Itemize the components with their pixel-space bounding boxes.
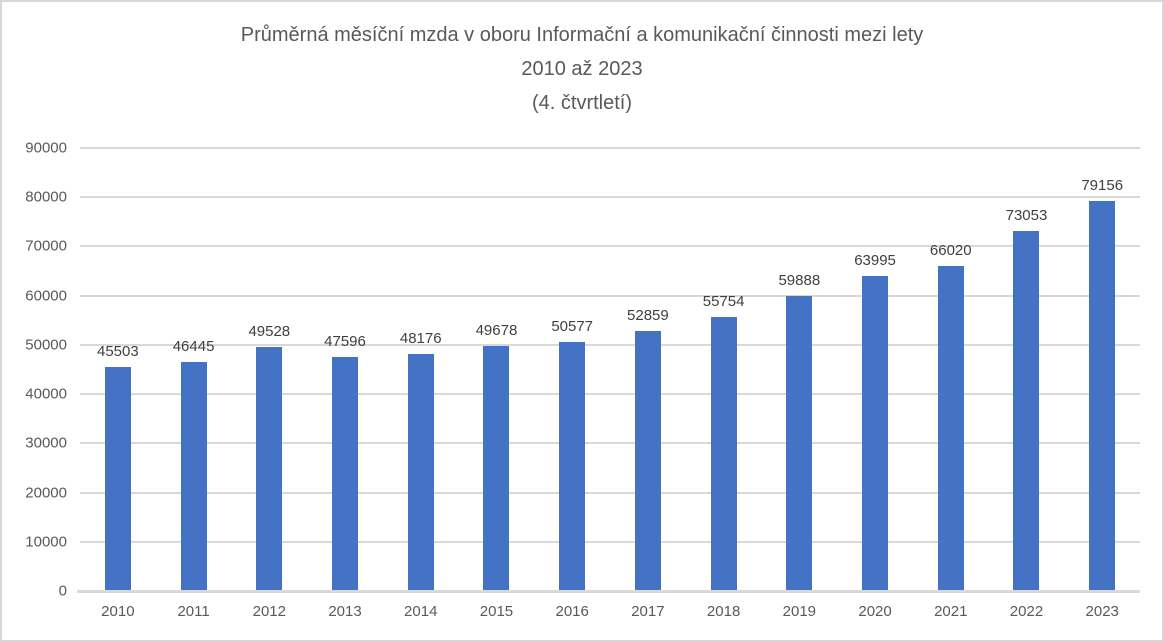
gridline xyxy=(80,147,1140,149)
bar-slot: 47596 xyxy=(307,148,383,591)
bar xyxy=(937,266,964,591)
bar-slot: 49528 xyxy=(231,148,307,591)
bar-slot: 55754 xyxy=(686,148,762,591)
plot-area: 0 10000 20000 30000 40000 50000 60000 70000 8000… xyxy=(25,141,1140,620)
bar-value-label: 46445 xyxy=(172,338,215,356)
y-tick-label: 60000 xyxy=(25,287,67,305)
bar-slot: 79156 xyxy=(1064,148,1140,591)
x-tick-label: 2018 xyxy=(706,603,741,620)
x-tick-label: 2010 xyxy=(101,603,135,620)
x-tick-label: 2021 xyxy=(934,603,968,620)
y-tick-label: 80000 xyxy=(25,188,67,206)
bar xyxy=(1013,231,1040,591)
bar-value-label: 48176 xyxy=(399,329,442,347)
bar-value-label: 59888 xyxy=(778,272,821,290)
gridline xyxy=(80,343,1140,346)
bar-value-label: 79156 xyxy=(1081,177,1124,195)
bar xyxy=(180,362,207,591)
bar-slot: 66020 xyxy=(913,148,989,591)
y-tick-label: 40000 xyxy=(25,385,67,403)
x-tick-label: 2017 xyxy=(631,603,665,620)
x-axis-labels: 2010 2011 2012 2013 2014 2015 2016 2017 2018 2019… xyxy=(80,603,1140,620)
bar-value-label: 47596 xyxy=(324,332,366,350)
bar-slot: 63995 xyxy=(837,148,913,591)
x-tick-label: 2011 xyxy=(177,603,210,620)
bar-slot: 73053 xyxy=(989,148,1065,591)
bar-slot: 50577 xyxy=(534,148,610,591)
bar xyxy=(256,347,283,591)
gridline xyxy=(80,442,1140,445)
y-tick-label: 30000 xyxy=(25,434,67,452)
gridline xyxy=(80,491,1140,494)
bar-slot: 49678 xyxy=(459,148,535,591)
bar-slot: 45503 xyxy=(80,148,156,591)
bar-value-label: 49528 xyxy=(248,323,291,341)
bar xyxy=(332,356,359,591)
bar xyxy=(710,316,737,591)
bar-value-label: 45503 xyxy=(97,343,139,361)
bar-slot: 59888 xyxy=(761,148,837,591)
chart-title-line-2: 2010 až 2023 xyxy=(521,58,643,80)
bar xyxy=(483,346,510,591)
bar-value-label: 52859 xyxy=(627,306,669,324)
bar-value-label: 50577 xyxy=(551,318,594,336)
gridline xyxy=(80,245,1140,248)
bar-slot: 46445 xyxy=(156,148,232,591)
bar-value-label: 55754 xyxy=(702,292,745,310)
x-tick-label: 2012 xyxy=(252,603,286,620)
x-tick-label: 2022 xyxy=(1009,603,1044,620)
bar-slot: 48176 xyxy=(383,148,459,591)
bar xyxy=(1089,201,1116,591)
y-axis-labels: 0 10000 20000 30000 40000 50000 60000 70000 8000… xyxy=(25,141,1140,599)
chart-title-line-1: Průměrná měsíční mzda v oboru Informační… xyxy=(240,24,924,46)
x-tick-label: 2013 xyxy=(328,603,362,620)
gridlines xyxy=(80,147,1140,591)
bar xyxy=(407,353,434,591)
x-tick-label: 2015 xyxy=(479,603,514,620)
x-tick-label: 2019 xyxy=(782,603,817,620)
bar-value-label: 66020 xyxy=(929,242,972,260)
bar-value-label: 49678 xyxy=(475,322,518,340)
y-tick-label: 10000 xyxy=(25,533,67,551)
gridline xyxy=(80,540,1140,543)
y-tick-label: 50000 xyxy=(25,336,67,354)
bar-slot: 52859 xyxy=(610,148,686,591)
chart-title: Průměrná měsíční mzda v oboru Informační… xyxy=(2,18,1162,120)
x-tick-label: 2016 xyxy=(555,603,589,620)
x-tick-label: 2014 xyxy=(404,603,438,620)
chart-title-line-3: (4. čtvrtletí) xyxy=(531,92,632,114)
y-tick-label: 70000 xyxy=(25,237,67,255)
x-axis-line xyxy=(77,590,1140,593)
y-tick-label: 90000 xyxy=(25,139,67,157)
bar xyxy=(786,296,813,591)
gridline xyxy=(80,294,1140,297)
gridline xyxy=(80,393,1140,396)
bar xyxy=(104,367,131,591)
bar xyxy=(862,276,889,591)
bar-value-label: 63995 xyxy=(854,252,896,270)
bar xyxy=(559,342,586,591)
gridline xyxy=(80,196,1140,199)
y-tick-label: 20000 xyxy=(25,484,67,502)
y-tick-label: 0 xyxy=(58,582,67,600)
bar-value-label: 73053 xyxy=(1005,207,1048,225)
bar xyxy=(634,330,661,591)
x-tick-label: 2023 xyxy=(1085,603,1119,620)
bars: 45503 46445 49528 47596 48176 49678 50577 52859… xyxy=(80,148,1140,591)
x-tick-label: 2020 xyxy=(858,603,892,620)
